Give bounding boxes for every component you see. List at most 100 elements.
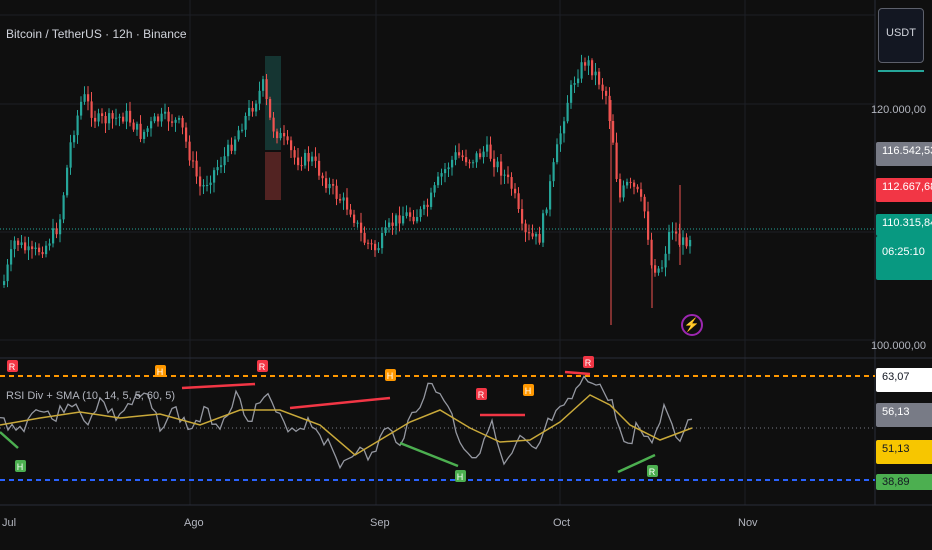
candle-body [360, 222, 363, 233]
candle-body [199, 176, 202, 187]
candle-body [66, 167, 69, 196]
candle-body [426, 204, 429, 207]
candle-body [605, 90, 608, 96]
candle-body [269, 99, 272, 118]
candle-body [73, 135, 76, 143]
candle-body [206, 185, 209, 187]
sma-line [0, 394, 693, 456]
candle-body [412, 216, 415, 222]
candle-body [468, 162, 471, 164]
candle-body [521, 209, 524, 224]
candle-body [34, 247, 37, 250]
candle-body [577, 78, 580, 84]
candle-body [489, 144, 492, 159]
indicator-title[interactable]: RSI Div + SMA (10, 14, 5, 5, 60, 5) [6, 390, 176, 402]
candle-body [388, 222, 391, 228]
candle-body [185, 127, 188, 142]
candle-body [272, 117, 275, 132]
candle-body [416, 217, 419, 222]
candle-body [286, 136, 289, 141]
time-axis-label: Oct [553, 517, 571, 529]
candle-body [244, 115, 247, 130]
candle-body [440, 173, 443, 177]
candle-body [136, 123, 139, 130]
candle-body [465, 157, 468, 163]
divergence-line [181, 382, 256, 390]
candle-body [178, 117, 181, 120]
candle-body [430, 192, 433, 207]
rsi-tag-rsi: 56,13 [876, 403, 932, 427]
candle-body [153, 116, 156, 122]
candle-body [419, 209, 422, 218]
candle-body [195, 160, 198, 177]
candle-body [437, 176, 440, 186]
candle-body [542, 213, 545, 243]
candle-body [262, 79, 265, 91]
signal-marker-label: R [585, 358, 592, 368]
candle-body [657, 268, 660, 273]
candle-body [115, 117, 118, 119]
candle-body [164, 111, 167, 114]
candle-body [111, 113, 114, 119]
candle-body [230, 144, 233, 151]
candle-body [398, 215, 401, 224]
candle-body [580, 62, 583, 79]
candle-body [339, 198, 342, 201]
candle-body [276, 131, 279, 139]
candle-body [496, 161, 499, 168]
candle-body [87, 94, 90, 102]
candle-body [654, 265, 657, 273]
rsi-line [0, 375, 693, 470]
candle-body [517, 193, 520, 210]
candle-body [346, 197, 349, 210]
candle-body [307, 153, 310, 162]
candle-body [213, 170, 216, 183]
candle-body [482, 151, 485, 158]
signal-marker [523, 384, 534, 396]
candle-body [27, 246, 30, 251]
divergence-line [564, 370, 591, 376]
candle-body [367, 242, 370, 244]
divergence-line [0, 431, 19, 449]
rsi-tag-sma: 51,13 [876, 440, 932, 464]
signal-marker [647, 465, 658, 477]
candle-body [661, 267, 664, 269]
signal-marker [476, 388, 487, 400]
lightning-icon[interactable]: ⚡ [681, 314, 703, 336]
rsi-tag-oversold: 38,89 [876, 474, 932, 490]
candle-body [615, 142, 618, 180]
candle-body [405, 212, 408, 216]
symbol-title[interactable]: Bitcoin / TetherUS · 12h · Binance [6, 27, 187, 41]
candle-body [125, 110, 128, 122]
candle-body [601, 84, 604, 91]
signal-marker [583, 356, 594, 368]
candle-body [181, 117, 184, 128]
candle-body [395, 215, 398, 226]
candle-body [503, 174, 506, 176]
candle-body [584, 62, 587, 66]
candle-body [293, 150, 296, 158]
candle-body [461, 155, 464, 158]
candle-body [241, 129, 244, 131]
candle-body [647, 211, 650, 240]
candle-body [55, 228, 58, 235]
candle-body [573, 83, 576, 85]
candle-body [283, 133, 286, 137]
currency-button[interactable]: USDT [878, 8, 924, 63]
candle-body [451, 159, 454, 168]
candle-body [139, 123, 142, 139]
candle-body [251, 107, 254, 112]
candle-body [689, 240, 692, 247]
candle-body [209, 182, 212, 186]
candle-body [265, 79, 268, 100]
candle-body [146, 128, 149, 132]
candle-body [682, 237, 685, 245]
candle-body [188, 141, 191, 161]
candle-body [192, 160, 195, 162]
candle-body [318, 160, 321, 176]
signal-marker [385, 369, 396, 381]
candle-body [591, 60, 594, 76]
candle-body [447, 167, 450, 170]
candle-body [304, 153, 307, 166]
